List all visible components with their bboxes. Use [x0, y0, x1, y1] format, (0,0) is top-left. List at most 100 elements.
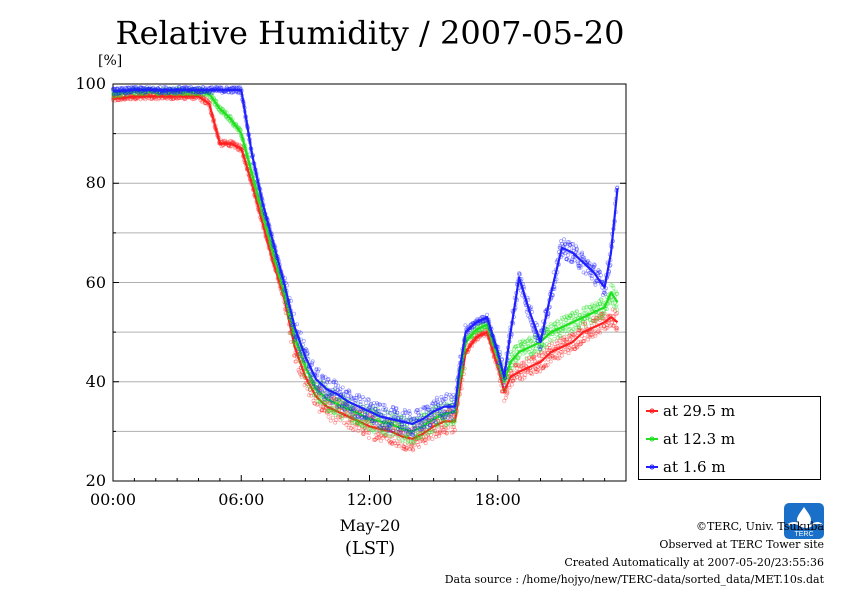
data-point [557, 355, 562, 360]
data-point [378, 424, 383, 429]
data-point [512, 347, 516, 352]
data-point [303, 375, 308, 379]
data-point [375, 402, 380, 407]
data-point [547, 338, 552, 342]
x-tick-label: 18:00 [474, 490, 521, 509]
data-point [571, 333, 576, 337]
data-point [175, 92, 180, 97]
data-point [537, 344, 542, 349]
data-point [451, 410, 456, 414]
data-point [342, 407, 347, 412]
data-point [369, 416, 374, 421]
data-point [384, 436, 389, 441]
data-point [519, 339, 524, 344]
data-point [372, 421, 377, 426]
data-point [556, 356, 561, 361]
data-point [360, 419, 365, 424]
data-point [360, 415, 365, 420]
data-point [429, 427, 433, 432]
data-point [576, 263, 581, 268]
data-point [388, 428, 393, 433]
data-point [347, 391, 352, 396]
data-point [538, 369, 543, 374]
data-point [188, 92, 193, 97]
data-point [328, 380, 332, 385]
data-point [507, 385, 512, 390]
data-point [325, 394, 330, 399]
data-point [580, 254, 585, 259]
data-point [424, 434, 429, 439]
data-point [293, 359, 298, 364]
data-point [354, 393, 359, 398]
data-point [126, 85, 130, 90]
data-point [413, 426, 418, 431]
data-point [342, 401, 347, 406]
data-point [420, 435, 425, 440]
y-tick-label: 20 [85, 471, 106, 490]
data-point [597, 269, 602, 274]
data-point [370, 418, 375, 423]
data-point [599, 310, 604, 315]
data-point [589, 320, 594, 325]
data-point [553, 322, 558, 327]
data-point [592, 328, 597, 333]
data-point [565, 239, 570, 244]
data-point [410, 437, 415, 442]
data-point [516, 355, 521, 360]
data-point [340, 399, 345, 404]
data-point [559, 322, 564, 327]
data-point [439, 424, 444, 429]
data-point [553, 355, 558, 360]
data-point [182, 97, 187, 102]
data-point [558, 333, 563, 338]
series-line-1 [112, 90, 619, 433]
data-point [532, 349, 537, 354]
data-point [450, 418, 455, 423]
data-point [544, 342, 549, 346]
data-point [196, 92, 201, 97]
data-point [446, 425, 451, 430]
data-point [436, 422, 441, 427]
data-point [310, 359, 315, 364]
data-point [558, 336, 563, 341]
data-point [123, 85, 128, 90]
data-point [341, 392, 346, 396]
data-point [567, 240, 572, 245]
data-point [480, 321, 485, 326]
data-point [476, 337, 481, 342]
data-point [330, 403, 335, 408]
data-point [362, 416, 367, 421]
data-point [520, 344, 525, 349]
data-point [425, 418, 430, 423]
data-point [333, 397, 338, 402]
data-point [334, 405, 339, 410]
data-point [408, 447, 412, 451]
data-point [525, 369, 530, 374]
data-point [333, 386, 338, 391]
data-point [310, 362, 314, 367]
data-point [440, 416, 445, 421]
data-point [348, 407, 353, 412]
data-point [397, 422, 402, 426]
data-point [355, 415, 360, 420]
data-point [527, 349, 531, 354]
data-point [369, 419, 374, 424]
data-point [438, 430, 443, 435]
data-point [589, 274, 594, 278]
data-point [573, 311, 578, 316]
data-point [538, 346, 543, 351]
data-point [580, 257, 585, 261]
data-point [538, 348, 543, 353]
data-point [532, 356, 537, 361]
data-point [379, 425, 384, 430]
data-point [452, 419, 457, 424]
data-point [535, 368, 540, 373]
data-point [524, 339, 529, 344]
data-point [431, 399, 436, 404]
data-point [592, 264, 596, 269]
data-point [378, 424, 383, 429]
data-point [589, 276, 594, 281]
data-point [144, 85, 149, 90]
data-point [549, 339, 554, 344]
data-point [447, 392, 452, 397]
